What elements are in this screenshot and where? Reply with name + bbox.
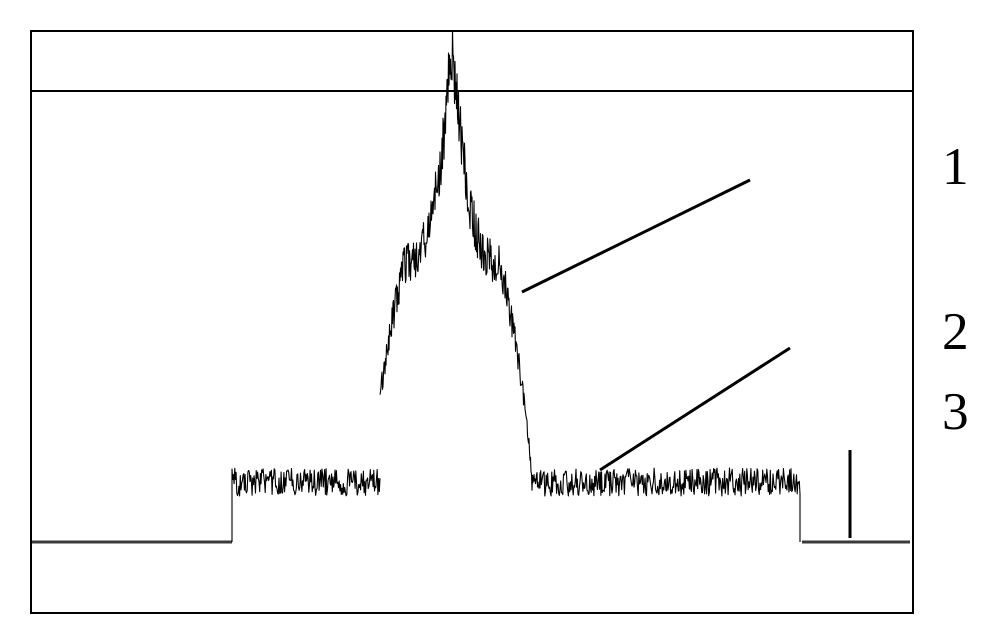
figure-container: 1 2 3 — [0, 0, 1000, 640]
leader-lines-svg — [0, 0, 1000, 640]
annotation-label-2: 2 — [942, 300, 969, 362]
annotation-label-1: 1 — [942, 135, 969, 197]
annotation-label-3: 3 — [942, 380, 969, 442]
